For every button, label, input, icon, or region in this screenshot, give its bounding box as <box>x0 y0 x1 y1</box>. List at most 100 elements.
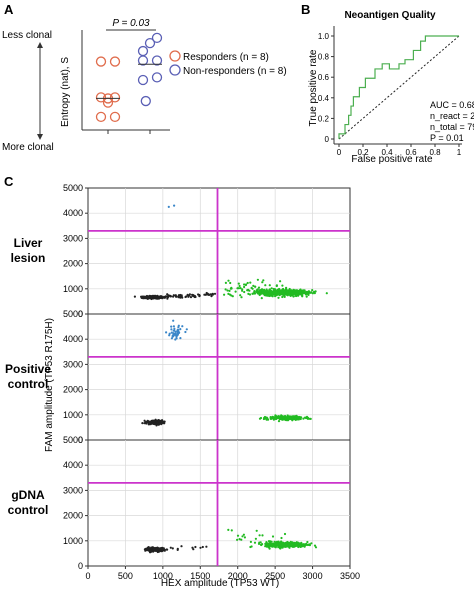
c-droplet <box>206 293 209 296</box>
c-droplet <box>179 337 182 340</box>
c-droplet <box>275 289 278 292</box>
c-droplet <box>271 295 274 298</box>
c-droplet <box>243 285 246 289</box>
c-droplet <box>256 278 259 281</box>
c-droplet <box>230 529 233 532</box>
c-droplet <box>239 294 242 297</box>
c-droplet <box>197 293 200 296</box>
c-droplet <box>236 534 240 537</box>
c-droplet <box>171 335 174 338</box>
c-droplet <box>165 331 168 334</box>
c-droplet <box>291 292 294 295</box>
c-droplet <box>186 293 189 296</box>
c-droplet <box>279 547 282 550</box>
c-cluster-black <box>141 418 166 427</box>
c-y-tick-label: 0 <box>78 309 83 319</box>
c-droplet <box>283 532 287 536</box>
c-droplet <box>299 544 302 547</box>
c-droplet <box>229 287 232 290</box>
c-cluster-black <box>143 545 208 554</box>
c-plot-area <box>87 439 351 567</box>
c-droplet <box>241 288 244 291</box>
c-droplet <box>271 535 275 538</box>
c-droplet <box>287 419 290 422</box>
c-plot-area <box>87 313 351 441</box>
roc-x-tick-label: 1 <box>457 148 462 157</box>
c-y-tick-label: 3000 <box>63 485 83 495</box>
c-droplet <box>249 281 252 284</box>
c-droplet <box>295 543 298 547</box>
c-droplet <box>158 548 161 551</box>
c-y-tick-label: 3000 <box>63 359 83 369</box>
a-point <box>151 72 163 83</box>
c-droplet <box>170 331 173 334</box>
c-droplet <box>153 423 156 426</box>
c-droplet <box>224 281 227 284</box>
c-droplet <box>264 544 267 547</box>
c-droplet <box>300 293 303 296</box>
c-plot-area <box>87 187 351 315</box>
c-droplet <box>280 536 283 540</box>
c-droplet <box>143 422 146 425</box>
c-droplet <box>158 422 161 425</box>
c-droplet <box>285 541 288 544</box>
c-xlabel: HEX amplitude (TP53 WT) <box>161 578 279 589</box>
c-x-tick-label: 3000 <box>303 571 323 581</box>
c-droplet <box>172 333 175 336</box>
c-droplet <box>269 540 272 543</box>
a-point <box>137 45 149 57</box>
c-droplet <box>288 292 291 295</box>
c-droplet <box>155 548 158 551</box>
c-y-tick-label: 0 <box>78 435 83 445</box>
c-droplet <box>275 416 278 419</box>
c-droplet <box>257 542 261 546</box>
c-droplet <box>227 528 230 532</box>
c-droplet <box>166 548 169 551</box>
panel-b: Neoantigen Quality True positive rate Fa… <box>308 10 474 165</box>
c-droplet <box>152 295 155 298</box>
c-droplet <box>258 534 261 537</box>
c-droplet <box>227 279 230 282</box>
roc-title: Neoantigen Quality <box>344 10 436 21</box>
c-droplet <box>168 334 171 337</box>
a-point <box>144 38 156 49</box>
c-droplet <box>292 295 295 298</box>
arrow-up-head <box>37 42 43 48</box>
c-droplet <box>145 421 149 424</box>
c-droplet <box>187 295 190 298</box>
c-x-ticks: 0 500 1000 1500 2000 2500 3000 3500 <box>85 566 360 581</box>
c-droplet <box>305 543 309 547</box>
c-cluster-green <box>227 528 318 550</box>
c-droplet <box>286 289 289 293</box>
c-droplet <box>285 417 288 420</box>
c-droplet <box>286 545 290 548</box>
c-y-tick-label: 0 <box>78 561 83 571</box>
roc-x-tick-label: 0 <box>337 148 342 157</box>
a-point <box>137 55 149 66</box>
c-y-tick-label: 1000 <box>63 284 83 294</box>
c-droplet <box>226 289 229 292</box>
roc-y-tick-label: 0.2 <box>318 114 330 123</box>
c-droplet <box>141 296 144 299</box>
c-droplet <box>155 424 158 427</box>
c-droplet <box>237 282 240 285</box>
c-droplet <box>154 294 157 297</box>
c-droplet <box>257 290 260 293</box>
c-droplet <box>173 327 176 330</box>
c-droplet <box>203 293 206 296</box>
c-row-label: Positive <box>5 362 51 376</box>
roc-y-tick-label: 0.4 <box>318 94 330 103</box>
c-droplet <box>192 548 195 551</box>
c-droplet <box>228 293 232 296</box>
c-droplet <box>259 541 262 544</box>
c-droplet <box>241 535 244 538</box>
c-droplet <box>299 416 302 419</box>
c-droplet <box>249 540 252 544</box>
c-droplet <box>163 420 166 423</box>
c-droplet <box>277 420 281 423</box>
c-droplet <box>284 288 287 291</box>
c-droplet <box>261 291 264 294</box>
c-droplet <box>275 284 278 288</box>
c-droplet <box>260 288 264 291</box>
